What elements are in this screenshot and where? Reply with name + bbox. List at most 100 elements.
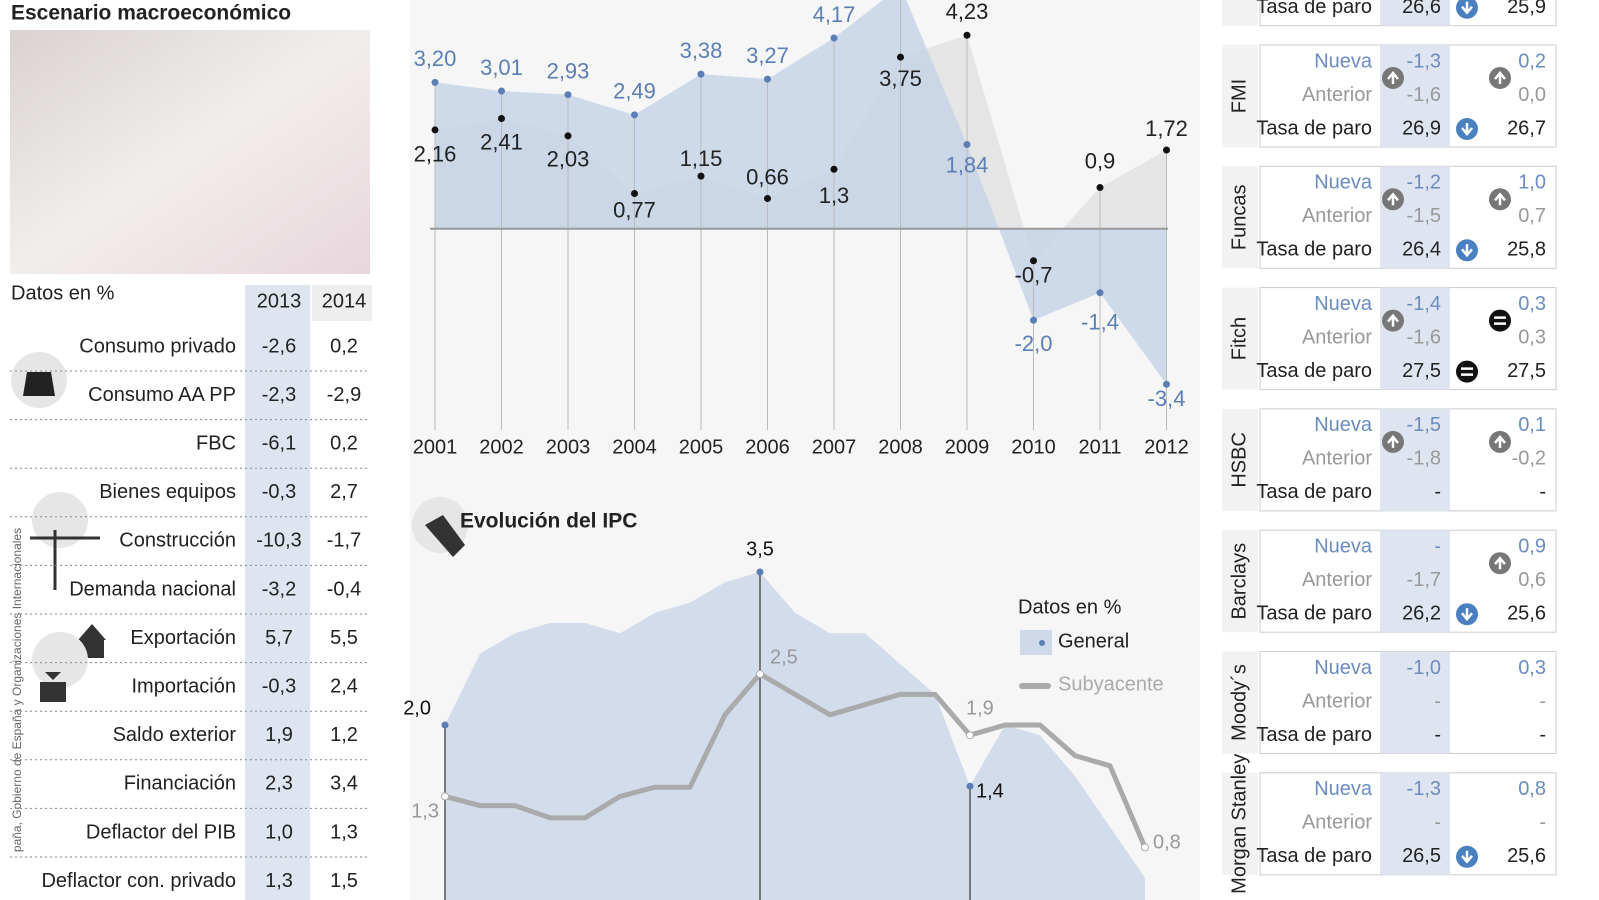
cell: -1,3 — [1407, 50, 1441, 72]
cell: 5,5 — [330, 627, 358, 649]
x-tick-label: 2004 — [612, 436, 657, 458]
value-label: 1,4 — [976, 780, 1004, 802]
cell: 25,6 — [1507, 602, 1546, 624]
cell: -10,3 — [256, 530, 302, 552]
cell: -0,3 — [262, 675, 296, 697]
trend-icon-glyph — [1387, 71, 1399, 84]
trend-icon-glyph — [1461, 850, 1473, 864]
cell: -2,3 — [262, 384, 296, 406]
x-tick-label: 2006 — [745, 436, 790, 458]
forecasts-panel: GTasa de paro26,625,9FMINueva-1,30,2Ante… — [1222, 0, 1557, 894]
cell: -1,4 — [1407, 293, 1441, 315]
x-tick-label: 2005 — [679, 436, 724, 458]
cell: - — [1539, 724, 1546, 746]
point — [1030, 257, 1037, 265]
cell: 0,6 — [1518, 569, 1546, 591]
cell: 1,0 — [1518, 172, 1546, 194]
macro-table: Datos en % 2013 2014 Consumo privado -2,6 0,2… — [10, 282, 372, 900]
value-label: 2,41 — [480, 129, 523, 154]
value-label: 4,23 — [946, 0, 989, 24]
point — [441, 721, 449, 729]
x-tick-label: 2011 — [1078, 436, 1121, 458]
cell: 0,1 — [1518, 414, 1546, 436]
point — [830, 165, 838, 173]
cell: -1,2 — [1407, 172, 1441, 194]
cell: 1,2 — [330, 724, 358, 746]
cell: -1,5 — [1407, 414, 1441, 436]
trend-icon-glyph — [1494, 316, 1506, 325]
trend-icon — [1489, 309, 1511, 332]
point — [631, 111, 638, 119]
cell: 25,6 — [1507, 845, 1546, 867]
column-shade — [1380, 408, 1450, 511]
org-label-bg — [1222, 772, 1258, 875]
point — [764, 195, 771, 203]
row-label: Anterior — [1302, 569, 1372, 591]
cell: 26,6 — [1402, 0, 1441, 18]
x-tick-label: 2002 — [479, 436, 524, 458]
point — [963, 141, 971, 149]
legend-swatch — [1020, 630, 1052, 655]
point — [431, 126, 439, 134]
cell: -2,6 — [262, 335, 296, 357]
value-label: 1,72 — [1145, 116, 1188, 141]
cell: 0,7 — [1518, 205, 1546, 227]
legend-label: Subyacente — [1058, 673, 1164, 695]
cell: -0,2 — [1512, 448, 1546, 470]
row-label: Nueva — [1314, 50, 1373, 72]
value-label: 0,8 — [1153, 832, 1181, 854]
value-label: 2,93 — [547, 59, 590, 84]
x-tick-label: 2007 — [812, 436, 857, 458]
cell: 26,4 — [1402, 239, 1441, 261]
cell: 2,4 — [330, 675, 358, 697]
cell: -1,6 — [1407, 84, 1441, 106]
row-label: Consumo AA PP — [88, 384, 236, 406]
row-label: Nueva — [1314, 535, 1373, 557]
cell: 0,2 — [330, 432, 358, 454]
row-label: Deflactor del PIB — [86, 821, 236, 843]
row-label: Nueva — [1314, 172, 1373, 194]
column-shade — [1380, 0, 1450, 26]
cell: 0,3 — [1518, 293, 1546, 315]
row-label: FBC — [196, 432, 236, 454]
x-tick-label: 2012 — [1144, 436, 1189, 458]
org-name: FMI — [1228, 79, 1250, 113]
column-shade — [1380, 287, 1450, 390]
cell: 25,8 — [1507, 239, 1546, 261]
cell: 26,7 — [1507, 117, 1546, 139]
org-label-bg — [1222, 0, 1258, 26]
cell: 3,4 — [330, 773, 358, 795]
row-label: Financiación — [124, 773, 236, 795]
cell: 27,5 — [1507, 360, 1546, 382]
point — [756, 568, 764, 576]
value-label: 3,20 — [414, 46, 457, 71]
legend-label: General — [1058, 630, 1129, 652]
cell: 1,3 — [265, 870, 293, 892]
x-tick-label: 2003 — [546, 436, 591, 458]
cell: 1,3 — [330, 821, 358, 843]
header-shade — [312, 285, 372, 321]
trend-icon-glyph — [1461, 608, 1473, 622]
row-label: Anterior — [1302, 448, 1372, 470]
icons — [11, 352, 468, 702]
point — [830, 34, 838, 42]
row-label: Tasa de paro — [1256, 360, 1372, 382]
value-label: -1,4 — [1081, 310, 1119, 335]
cell: 0,0 — [1518, 84, 1546, 106]
cell: 0,2 — [330, 335, 358, 357]
value-label: 1,9 — [966, 697, 994, 719]
column-shade — [1380, 772, 1450, 875]
row-label: Tasa de paro — [1256, 239, 1372, 261]
photo — [10, 30, 370, 274]
value-label: 4,17 — [813, 2, 856, 27]
point — [1163, 380, 1170, 388]
point — [1141, 843, 1149, 852]
value-label: 2,0 — [403, 697, 431, 719]
value-label: 2,49 — [613, 79, 656, 104]
row-label: Nueva — [1314, 657, 1373, 679]
column-shade — [1380, 166, 1450, 269]
row-label: Anterior — [1302, 690, 1372, 712]
cell: 5,7 — [265, 627, 293, 649]
value-label: 3,38 — [680, 38, 723, 63]
column-shade — [1380, 651, 1450, 754]
